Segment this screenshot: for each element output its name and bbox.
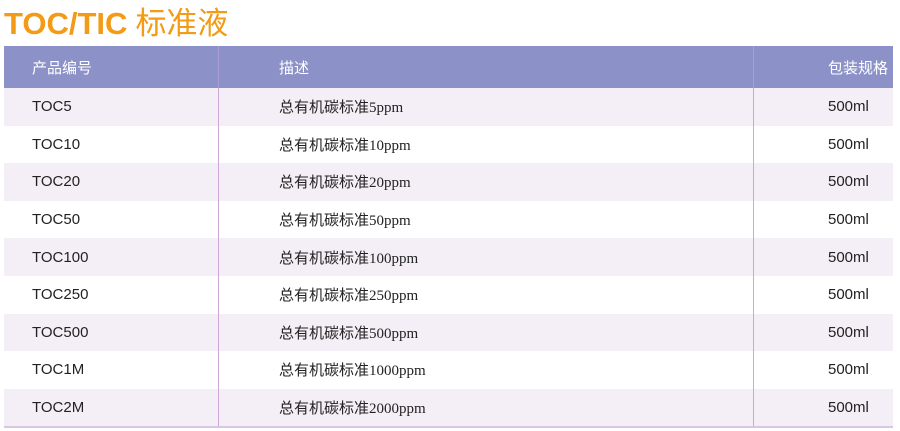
- cell-description: 总有机碳标准100ppm: [218, 238, 754, 276]
- cell-product-code: TOC5: [4, 88, 219, 126]
- page-title: TOC/TIC 标准液: [4, 0, 228, 43]
- header-product-code: 产品编号: [4, 46, 219, 88]
- table-row: TOC20 总有机碳标准20ppm 500ml: [4, 163, 893, 201]
- table-row: TOC500 总有机碳标准500ppm 500ml: [4, 313, 893, 352]
- cell-product-code: TOC100: [4, 238, 219, 276]
- cell-product-code: TOC500: [4, 313, 219, 352]
- cell-package-size: 500ml: [753, 163, 893, 201]
- table-row: TOC10 总有机碳标准10ppm 500ml: [4, 125, 893, 164]
- cell-description: 总有机碳标准10ppm: [218, 125, 754, 164]
- title-cn: 标准液: [135, 6, 229, 41]
- header-description: 描述: [218, 46, 754, 88]
- cell-description: 总有机碳标准250ppm: [218, 275, 754, 314]
- cell-description: 总有机碳标准1000ppm: [218, 351, 754, 389]
- header-row: 产品编号 描述 包装规格: [4, 46, 893, 88]
- cell-product-code: TOC10: [4, 125, 219, 164]
- cell-package-size: 500ml: [828, 135, 869, 153]
- cell-product-code: TOC250: [4, 275, 219, 314]
- cell-description: 总有机碳标准2000ppm: [218, 388, 754, 429]
- cell-product-code: TOC2M: [4, 388, 219, 429]
- cell-product-code: TOC50: [4, 200, 219, 239]
- title-en: TOC/TIC: [4, 6, 128, 41]
- cell-package-size: 500ml: [753, 388, 893, 429]
- header-package: 包装规格: [753, 46, 893, 88]
- table-row: TOC2M 总有机碳标准2000ppm 500ml: [4, 388, 893, 429]
- cell-package-size: 500ml: [828, 211, 869, 229]
- cell-product-code: TOC1M: [4, 351, 219, 389]
- cell-package-size: 500ml: [828, 361, 869, 379]
- cell-description: 总有机碳标准20ppm: [218, 163, 754, 201]
- table-row: TOC5 总有机碳标准5ppm 500ml: [4, 88, 893, 126]
- product-table: 产品编号 描述 包装规格 TOC5 总有机碳标准5ppm 500ml TOC10 总有机…: [4, 46, 893, 429]
- cell-description: 总有机碳标准50ppm: [218, 200, 754, 239]
- cell-package-size: 500ml: [753, 238, 893, 276]
- table-row: TOC100 总有机碳标准100ppm 500ml: [4, 238, 893, 276]
- cell-description: 总有机碳标准5ppm: [218, 88, 754, 126]
- cell-package-size: 500ml: [828, 286, 869, 304]
- cell-product-code: TOC20: [4, 163, 219, 201]
- cell-package-size: 500ml: [753, 88, 893, 126]
- table-row: TOC50 总有机碳标准50ppm 500ml: [4, 200, 893, 239]
- table-row: TOC1M 总有机碳标准1000ppm 500ml: [4, 351, 893, 389]
- table-row: TOC250 总有机碳标准250ppm 500ml: [4, 275, 893, 314]
- cell-description: 总有机碳标准500ppm: [218, 313, 754, 352]
- cell-package-size: 500ml: [753, 313, 893, 352]
